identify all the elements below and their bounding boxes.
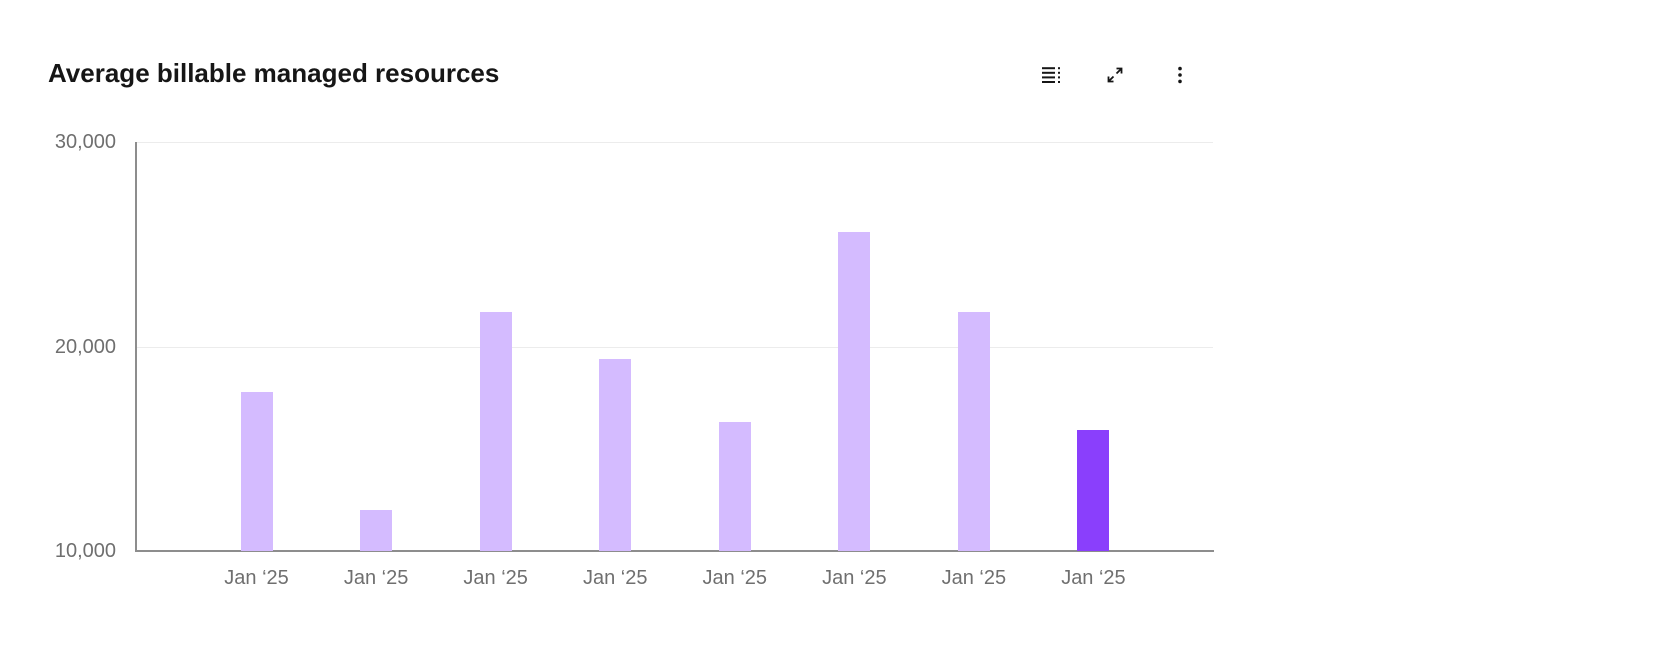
data-table-icon bbox=[1041, 65, 1061, 85]
maximize-icon bbox=[1105, 65, 1125, 85]
x-axis-labels: Jan ‘25 Jan ‘25 Jan ‘25 Jan ‘25 Jan ‘25 Jan ‘… bbox=[137, 567, 1213, 593]
y-tick-label-30000: 30,000 bbox=[54, 131, 116, 153]
bar-4[interactable] bbox=[599, 358, 632, 551]
x-tick-label-3: Jan ‘25 bbox=[463, 567, 528, 589]
bar-7[interactable] bbox=[957, 311, 990, 551]
x-tick-label-2: Jan ‘25 bbox=[343, 567, 409, 589]
x-tick-label-7: Jan ‘25 bbox=[941, 567, 1007, 589]
bar-2[interactable] bbox=[360, 510, 393, 551]
bar-1[interactable] bbox=[240, 391, 273, 551]
gridline-30000 bbox=[137, 142, 1213, 143]
maximize-button[interactable] bbox=[1098, 58, 1132, 92]
y-tick-label-20000: 20,000 bbox=[54, 336, 116, 358]
bar-5[interactable] bbox=[718, 422, 751, 551]
bar-3[interactable] bbox=[479, 311, 512, 551]
bar-8[interactable] bbox=[1077, 430, 1110, 551]
x-tick-label-5: Jan ‘25 bbox=[702, 567, 768, 589]
x-tick-label-8: Jan ‘25 bbox=[1061, 567, 1126, 589]
chart-title: Average billable managed resources bbox=[48, 58, 500, 88]
x-tick-label-4: Jan ‘25 bbox=[582, 567, 648, 589]
y-tick-label-10000: 10,000 bbox=[54, 540, 116, 562]
x-axis-line bbox=[135, 550, 1214, 552]
gridline-20000 bbox=[137, 347, 1213, 348]
show-data-table-button[interactable] bbox=[1034, 58, 1068, 92]
x-tick-label-1: Jan ‘25 bbox=[224, 567, 289, 589]
plot-area bbox=[137, 142, 1213, 551]
bar-6[interactable] bbox=[838, 232, 871, 551]
overflow-menu-button[interactable] bbox=[1163, 58, 1197, 92]
x-tick-label-6: Jan ‘25 bbox=[822, 567, 887, 589]
overflow-menu-icon bbox=[1170, 65, 1190, 85]
y-axis-line bbox=[135, 142, 137, 552]
